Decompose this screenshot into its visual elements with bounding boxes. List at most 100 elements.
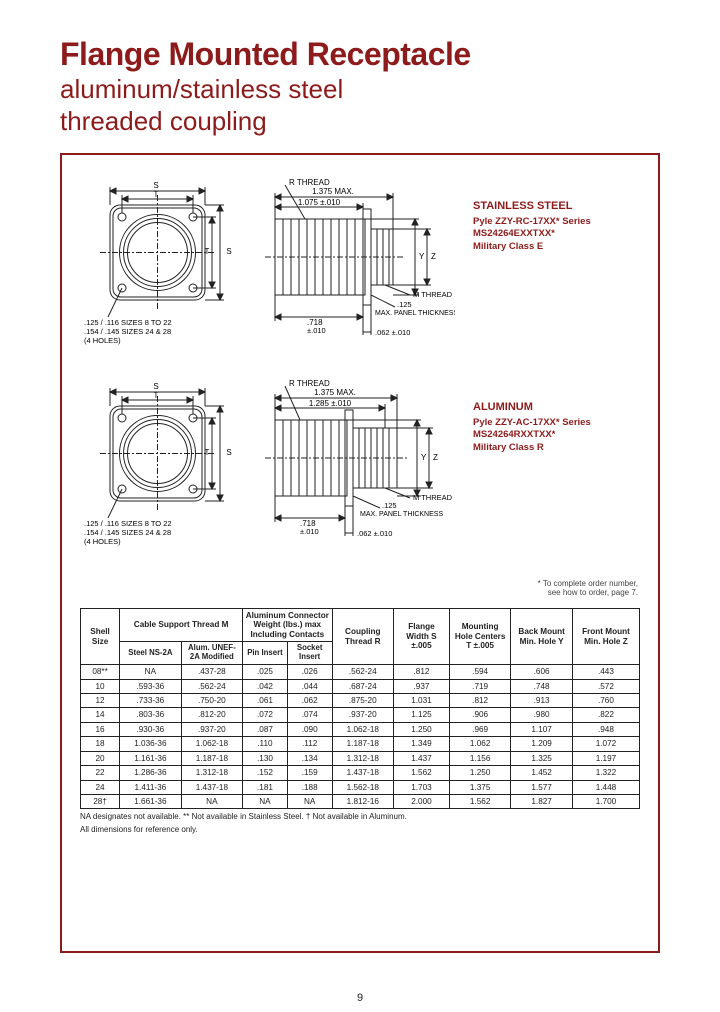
table-cell: .090: [287, 722, 332, 736]
table-cell: 1.062-18: [332, 722, 393, 736]
table-cell: NA: [120, 665, 181, 679]
table-row: 16.930-36.937-20.087.0901.062-181.250.96…: [81, 722, 640, 736]
table-cell: 1.661-36: [120, 794, 181, 808]
svg-text:T: T: [205, 448, 210, 457]
callout-line: MS24264RXXTXX*: [473, 429, 591, 442]
table-cell: .937-20: [181, 722, 242, 736]
table-cell: 1.036-36: [120, 737, 181, 751]
table-row: 14.803-36.812-20.072.074.937-201.125.906…: [81, 708, 640, 722]
footnote-line: * To complete order number,: [80, 579, 638, 589]
table-cell: 18: [81, 737, 120, 751]
table-cell: 1.562-18: [332, 780, 393, 794]
table-row: 181.036-361.062-18.110.1121.187-181.3491…: [81, 737, 640, 751]
table-cell: .930-36: [120, 722, 181, 736]
callout-line: Military Class E: [473, 241, 591, 254]
table-cell: .562-24: [181, 679, 242, 693]
table-footnote-1: NA designates not available. ** Not avai…: [80, 812, 640, 822]
svg-text:S: S: [226, 247, 231, 256]
svg-text:.125 / .116 SIZES 8 TO 22: .125 / .116 SIZES 8 TO 22: [84, 318, 172, 327]
callout-head: STAINLESS STEEL: [473, 199, 591, 214]
table-cell: 1.312-18: [332, 751, 393, 765]
th-mount: Mounting Hole Centers T ±.005: [449, 608, 510, 664]
table-cell: .437-28: [181, 665, 242, 679]
callout-line: Military Class R: [473, 442, 591, 455]
table-row: 10.593-36.562-24.042.044.687-24.937.719.…: [81, 679, 640, 693]
callout-head: ALUMINUM: [473, 400, 591, 415]
svg-text:(4 HOLES): (4 HOLES): [84, 336, 121, 345]
table-cell: .812-20: [181, 708, 242, 722]
table-cell: 1.700: [572, 794, 639, 808]
svg-text:(4 HOLES): (4 HOLES): [84, 537, 121, 546]
table-cell: 2.000: [394, 794, 450, 808]
svg-text:S: S: [226, 448, 231, 457]
page-number: 9: [357, 992, 363, 1004]
table-cell: .159: [287, 766, 332, 780]
table-cell: NA: [243, 794, 288, 808]
table-cell: 1.187-18: [181, 751, 242, 765]
table-cell: NA: [181, 794, 242, 808]
svg-text:MAX. PANEL THICKNESS: MAX. PANEL THICKNESS: [360, 511, 443, 518]
table-cell: 1.437-18: [181, 780, 242, 794]
svg-text:T: T: [205, 247, 210, 256]
table-cell: .188: [287, 780, 332, 794]
table-cell: .969: [449, 722, 510, 736]
table-cell: .812: [394, 665, 450, 679]
svg-text:1.285 ±.010: 1.285 ±.010: [309, 399, 352, 408]
table-cell: 1.062-18: [181, 737, 242, 751]
table-cell: .061: [243, 693, 288, 707]
table-cell: .594: [449, 665, 510, 679]
callout-aluminum: ALUMINUM Pyle ZZY-AC-17XX* Series MS2426…: [473, 400, 591, 455]
table-row: 201.161-361.187-18.130.1341.312-181.4371…: [81, 751, 640, 765]
table-cell: .443: [572, 665, 639, 679]
svg-text:Z: Z: [433, 453, 438, 462]
table-cell: .875-20: [332, 693, 393, 707]
table-cell: .074: [287, 708, 332, 722]
table-cell: 1.107: [511, 722, 572, 736]
svg-text:.154 / .145 SIZES 24 & 28: .154 / .145 SIZES 24 & 28: [84, 528, 171, 537]
order-footnote: * To complete order number, see how to o…: [80, 579, 638, 598]
svg-text:S: S: [153, 382, 158, 391]
table-row: 241.411-361.437-18.181.1881.562-181.7031…: [81, 780, 640, 794]
svg-text:.125: .125: [382, 501, 397, 510]
table-cell: 1.062: [449, 737, 510, 751]
svg-text:.062 ±.010: .062 ±.010: [357, 529, 392, 538]
table-cell: 1.411-36: [120, 780, 181, 794]
table-cell: .087: [243, 722, 288, 736]
svg-text:Z: Z: [431, 252, 436, 261]
table-cell: .134: [287, 751, 332, 765]
table-cell: .072: [243, 708, 288, 722]
svg-text:M THREAD: M THREAD: [413, 493, 453, 502]
table-cell: 24: [81, 780, 120, 794]
table-cell: .948: [572, 722, 639, 736]
footnote-line: see how to order, page 7.: [80, 588, 638, 598]
svg-text:R THREAD: R THREAD: [289, 379, 330, 388]
table-cell: .750-20: [181, 693, 242, 707]
table-cell: 14: [81, 708, 120, 722]
dimension-table: Shell Size Cable Support Thread M Alumin…: [80, 608, 640, 809]
th-shell: Shell Size: [81, 608, 120, 664]
table-cell: .042: [243, 679, 288, 693]
th-alum: Alum. UNEF-2A Modified: [181, 642, 242, 665]
svg-text:.125 / .116 SIZES 8 TO 22: .125 / .116 SIZES 8 TO 22: [84, 519, 172, 528]
svg-text:±.010: ±.010: [307, 326, 326, 335]
front-view-stainless: S T S T .125 / .116 SIZES 8 TO 22 .154 /…: [80, 177, 235, 352]
table-cell: .748: [511, 679, 572, 693]
svg-text:S: S: [153, 181, 158, 190]
table-cell: 1.031: [394, 693, 450, 707]
th-coupling: Coupling Thread R: [332, 608, 393, 664]
svg-text:±.010: ±.010: [300, 527, 319, 536]
table-cell: 1.437-18: [332, 766, 393, 780]
table-cell: .760: [572, 693, 639, 707]
svg-text:.125: .125: [397, 300, 412, 309]
th-steel: Steel NS-2A: [120, 642, 181, 665]
svg-text:.154 / .145 SIZES 24 & 28: .154 / .145 SIZES 24 & 28: [84, 327, 171, 336]
table-cell: .044: [287, 679, 332, 693]
table-cell: 22: [81, 766, 120, 780]
table-cell: 16: [81, 722, 120, 736]
callout-line: Pyle ZZY-AC-17XX* Series: [473, 417, 591, 430]
table-row: 28†1.661-36NANANA1.812-162.0001.5621.827…: [81, 794, 640, 808]
th-pin: Pin Insert: [243, 642, 288, 665]
table-cell: .937-20: [332, 708, 393, 722]
side-view-stainless: R THREAD 1.375 MAX. 1.075 ±.010 M THREAD…: [245, 177, 455, 352]
subtitle-line-1: aluminum/stainless steel: [60, 75, 672, 105]
